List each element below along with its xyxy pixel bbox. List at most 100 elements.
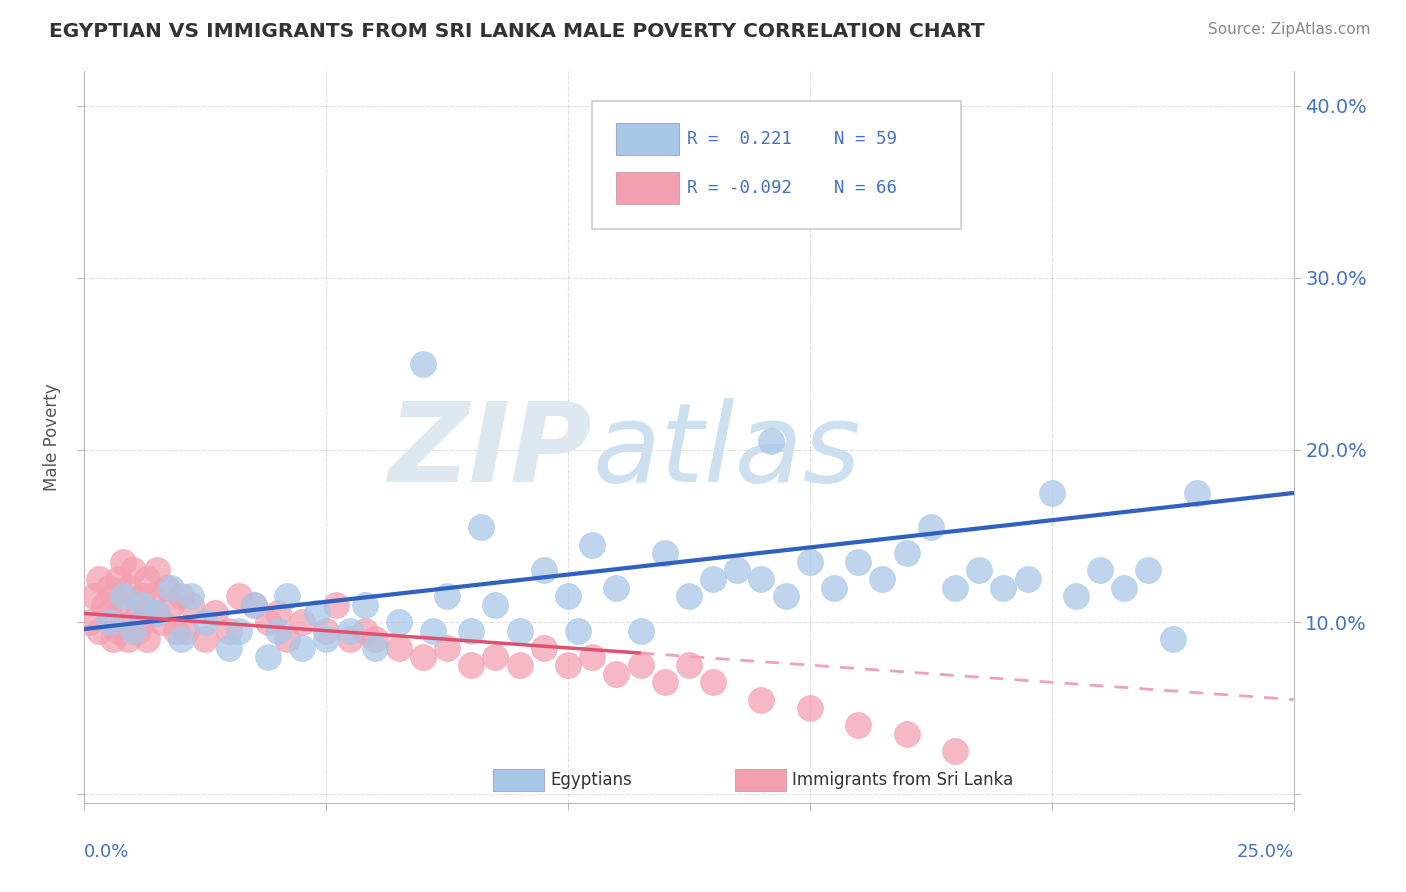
Point [896, 727, 918, 741]
Point [470, 520, 492, 534]
Point [87, 572, 110, 586]
Point [557, 658, 579, 673]
Point [1064, 589, 1087, 603]
Text: Egyptians: Egyptians [550, 771, 631, 789]
Point [1114, 581, 1136, 595]
Point [484, 598, 506, 612]
Point [725, 564, 748, 578]
Point [107, 572, 129, 586]
Point [339, 632, 361, 647]
Point [363, 632, 385, 647]
Point [174, 624, 197, 638]
Point [920, 520, 942, 534]
Point [112, 589, 135, 603]
Point [315, 632, 337, 647]
Point [702, 675, 724, 690]
Point [127, 598, 149, 612]
Point [436, 640, 458, 655]
Y-axis label: Male Poverty: Male Poverty [44, 384, 62, 491]
Point [117, 632, 139, 647]
Point [630, 658, 652, 673]
Point [276, 589, 298, 603]
Point [97, 607, 120, 621]
Point [117, 581, 139, 595]
Text: 25.0%: 25.0% [1236, 843, 1294, 861]
Point [581, 649, 603, 664]
Point [846, 718, 869, 732]
Point [654, 546, 676, 560]
Text: EGYPTIAN VS IMMIGRANTS FROM SRI LANKA MALE POVERTY CORRELATION CHART: EGYPTIAN VS IMMIGRANTS FROM SRI LANKA MA… [49, 22, 984, 41]
Point [605, 666, 627, 681]
Point [146, 564, 169, 578]
Point [121, 615, 143, 629]
Point [678, 589, 700, 603]
Point [131, 615, 153, 629]
Point [759, 434, 782, 449]
Point [150, 615, 173, 629]
FancyBboxPatch shape [735, 769, 786, 791]
Text: Source: ZipAtlas.com: Source: ZipAtlas.com [1208, 22, 1371, 37]
Point [291, 640, 314, 655]
Point [242, 598, 264, 612]
Point [557, 589, 579, 603]
Point [436, 589, 458, 603]
Point [581, 538, 603, 552]
Point [291, 615, 314, 629]
Point [872, 572, 894, 586]
Point [170, 632, 193, 647]
Text: Immigrants from Sri Lanka: Immigrants from Sri Lanka [792, 771, 1012, 789]
Point [1185, 486, 1208, 500]
Point [87, 624, 110, 638]
Point [112, 598, 135, 612]
Point [1040, 486, 1063, 500]
Point [605, 581, 627, 595]
Point [388, 640, 411, 655]
FancyBboxPatch shape [616, 122, 679, 154]
Point [1161, 632, 1184, 647]
Point [422, 624, 444, 638]
Point [180, 589, 202, 603]
Point [325, 598, 347, 612]
Point [121, 624, 143, 638]
Point [131, 589, 153, 603]
Point [160, 598, 183, 612]
Point [107, 624, 129, 638]
Point [276, 632, 298, 647]
Point [194, 615, 217, 629]
Point [131, 598, 153, 612]
Point [97, 581, 120, 595]
Point [509, 658, 531, 673]
Point [315, 624, 337, 638]
Point [267, 607, 290, 621]
Point [1088, 564, 1111, 578]
Point [533, 640, 555, 655]
Point [194, 632, 217, 647]
Point [967, 564, 990, 578]
Point [146, 607, 169, 621]
Point [354, 624, 377, 638]
Point [846, 555, 869, 569]
Point [257, 649, 280, 664]
Point [943, 581, 966, 595]
Point [242, 598, 264, 612]
Point [567, 624, 589, 638]
Point [799, 701, 821, 715]
Point [165, 624, 187, 638]
Point [155, 581, 177, 595]
Point [180, 598, 202, 612]
Point [127, 624, 149, 638]
Text: 0.0%: 0.0% [84, 843, 129, 861]
Point [257, 615, 280, 629]
Point [160, 581, 183, 595]
Point [460, 658, 482, 673]
Text: atlas: atlas [592, 398, 860, 505]
Point [1137, 564, 1160, 578]
FancyBboxPatch shape [494, 769, 544, 791]
Text: ZIP: ZIP [388, 398, 592, 505]
Point [170, 589, 193, 603]
Point [305, 607, 328, 621]
Point [993, 581, 1015, 595]
Point [751, 692, 773, 706]
Point [702, 572, 724, 586]
Point [339, 624, 361, 638]
